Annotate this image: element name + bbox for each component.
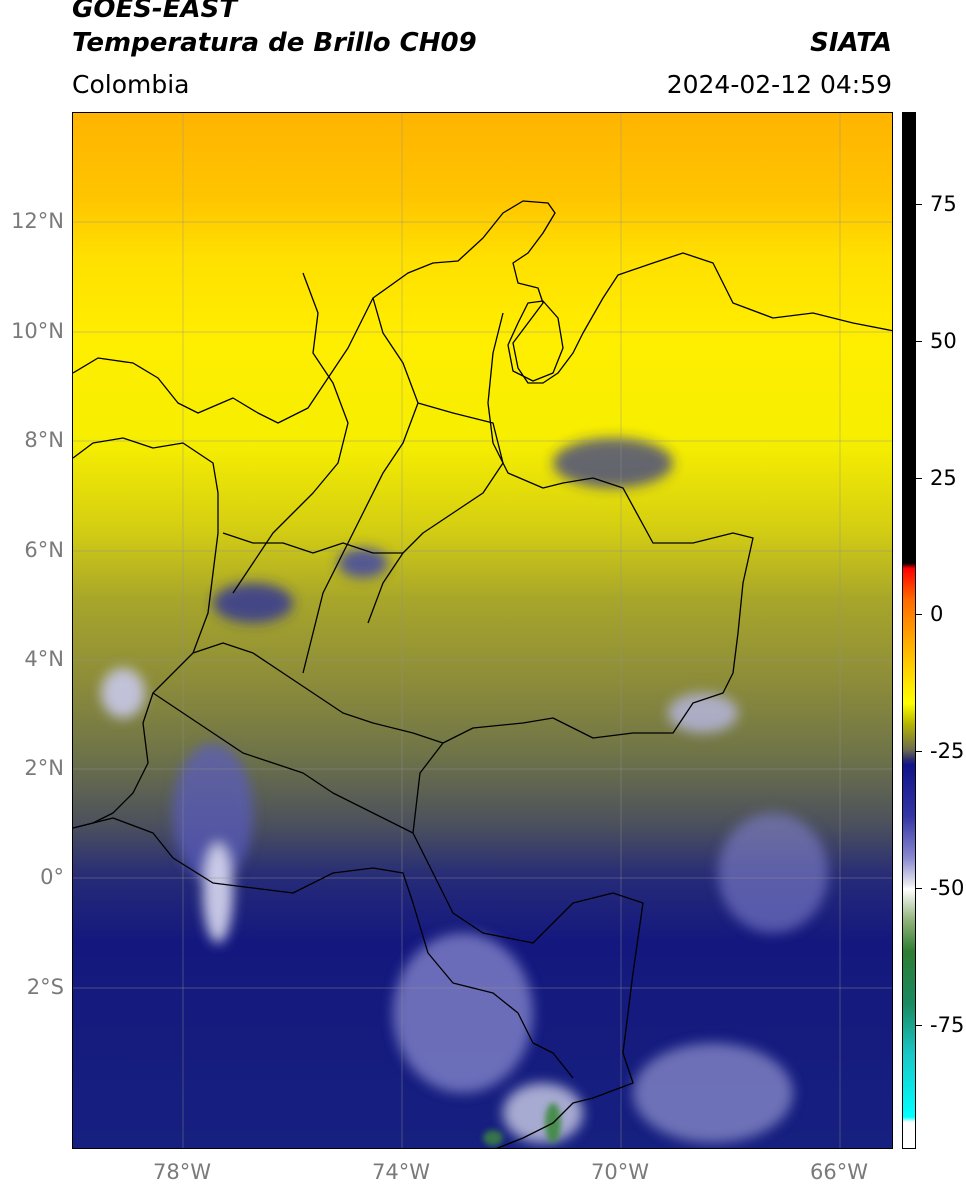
temperature-colorbar [902, 112, 916, 1149]
venezuela-border [412, 312, 754, 834]
timestamp-label: 2024-02-12 04:59 [666, 70, 892, 99]
lat-label-0: 0° [40, 865, 64, 889]
colorbar-label-minus75: -75 [930, 1013, 965, 1037]
caribbean-coast [73, 200, 892, 424]
pacific-coast [73, 437, 219, 829]
lat-label-8n: 8°N [24, 428, 64, 452]
department-6 [152, 692, 414, 834]
lon-label-78w: 78°W [153, 1160, 211, 1184]
satellite-map [72, 112, 893, 1149]
colorbar-tick [916, 751, 922, 752]
product-title: Temperatura de Brillo CH09 [72, 28, 477, 58]
lon-label-70w: 70°W [591, 1160, 649, 1184]
lon-label-66w: 66°W [810, 1160, 868, 1184]
lake-maracaibo [507, 300, 564, 382]
organization-label: SIATA [810, 28, 892, 58]
department-3 [367, 402, 504, 624]
colorbar-tick [916, 478, 922, 479]
colorbar-tick [916, 204, 922, 205]
borders [73, 200, 892, 1148]
colorbar-tick [916, 888, 922, 889]
department-2 [302, 297, 419, 674]
colorbar-label-25: 25 [930, 466, 957, 490]
colorbar-label-minus50: -50 [930, 876, 965, 900]
department-4 [222, 532, 403, 554]
ecuador-peru-border [73, 817, 574, 1079]
map-canvas [73, 113, 892, 1148]
colorbar-tick [916, 1025, 922, 1026]
lat-label-10n: 10°N [11, 319, 64, 343]
cloud-field [101, 438, 828, 1143]
lat-label-2s: 2°S [26, 975, 64, 999]
brazil-border [412, 832, 644, 1148]
lat-label-6n: 6°N [24, 538, 64, 562]
colorbar-label-0: 0 [930, 602, 944, 626]
colorbar-label-minus25: -25 [930, 739, 965, 763]
region-label: Colombia [72, 70, 190, 99]
lat-label-4n: 4°N [24, 647, 64, 671]
lon-label-74w: 74°W [372, 1160, 430, 1184]
colorbar-label-75: 75 [930, 192, 957, 216]
lat-label-12n: 12°N [11, 209, 64, 233]
department-5 [192, 642, 444, 744]
colorbar-label-50: 50 [930, 329, 957, 353]
satellite-title: GOES-EAST [72, 0, 238, 24]
lat-label-2n: 2°N [24, 756, 64, 780]
graticule [73, 113, 892, 1148]
colorbar-tick [916, 614, 922, 615]
colorbar-tick [916, 341, 922, 342]
